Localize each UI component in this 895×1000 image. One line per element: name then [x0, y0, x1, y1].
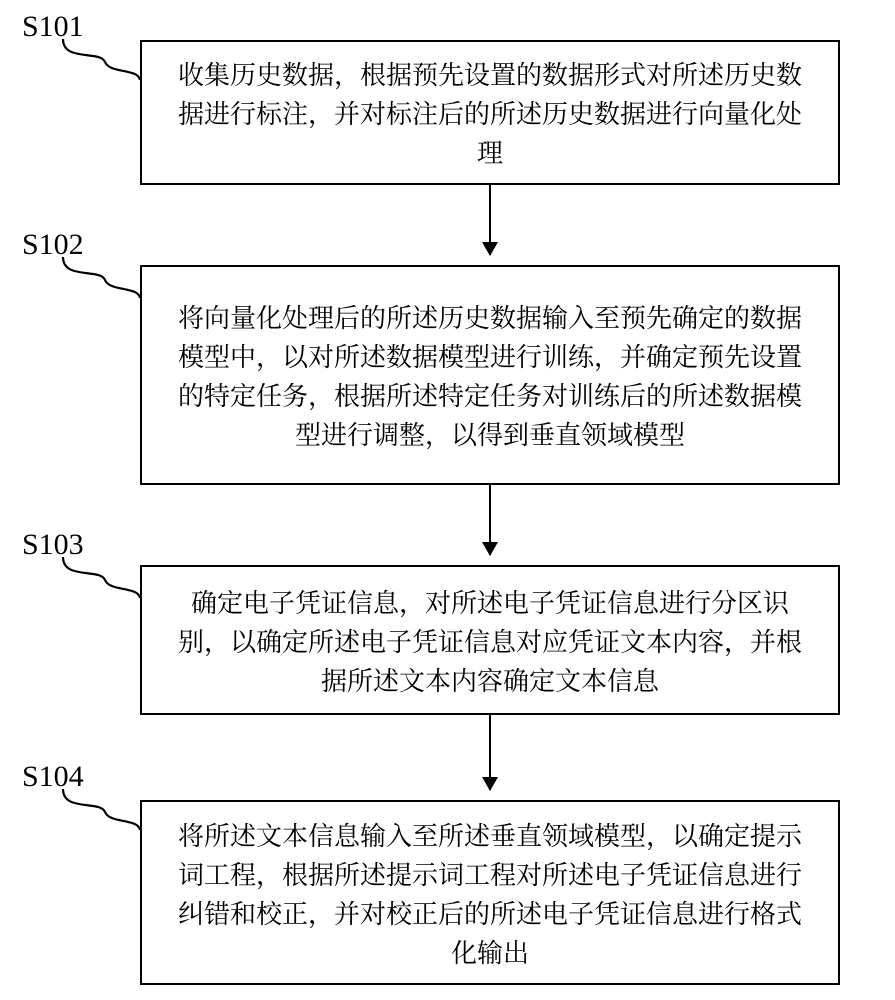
- lead-curve-s102: [60, 256, 142, 300]
- arrow-s101-s102: [489, 185, 491, 255]
- step-box-s103: 确定电子凭证信息，对所述电子凭证信息进行分区识别，以确定所述电子凭证信息对应凭证…: [140, 565, 840, 715]
- flowchart-canvas: S101 收集历史数据，根据预先设置的数据形式对所述历史数据进行标注，并对标注后…: [0, 0, 895, 1000]
- step-text: 收集历史数据，根据预先设置的数据形式对所述历史数据进行标注，并对标注后的所述历史…: [166, 54, 814, 171]
- step-box-s101: 收集历史数据，根据预先设置的数据形式对所述历史数据进行标注，并对标注后的所述历史…: [140, 40, 840, 185]
- step-box-s102: 将向量化处理后的所述历史数据输入至预先确定的数据模型中，以对所述数据模型进行训练…: [140, 265, 840, 485]
- lead-curve-s101: [60, 38, 142, 82]
- step-box-s104: 将所述文本信息输入至所述垂直领域模型，以确定提示词工程，根据所述提示词工程对所述…: [140, 800, 840, 985]
- arrow-s102-s103: [489, 485, 491, 555]
- lead-curve-s103: [60, 556, 142, 600]
- step-text: 将向量化处理后的所述历史数据输入至预先确定的数据模型中，以对所述数据模型进行训练…: [166, 297, 814, 453]
- step-text: 将所述文本信息输入至所述垂直领域模型，以确定提示词工程，根据所述提示词工程对所述…: [166, 815, 814, 971]
- step-text: 确定电子凭证信息，对所述电子凭证信息进行分区识别，以确定所述电子凭证信息对应凭证…: [166, 582, 814, 699]
- arrow-s103-s104: [489, 715, 491, 790]
- lead-curve-s104: [60, 788, 142, 832]
